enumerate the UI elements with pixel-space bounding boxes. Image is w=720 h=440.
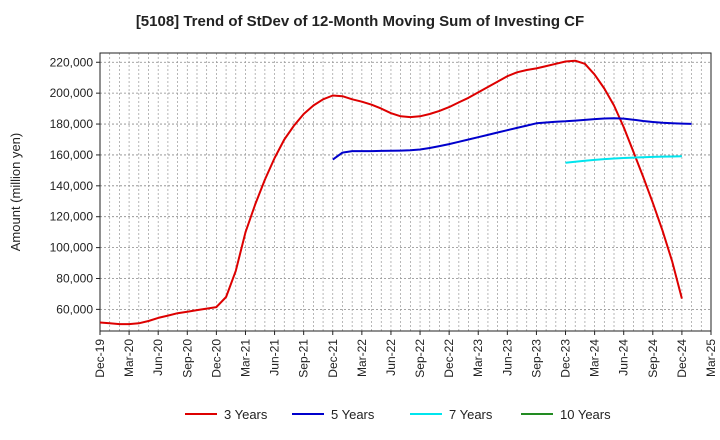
- y-tick-label: 120,000: [50, 210, 94, 224]
- y-tick-label: 160,000: [50, 148, 94, 162]
- x-tick-label: Dec-21: [326, 339, 340, 378]
- x-tick-label: Sep-23: [529, 339, 543, 378]
- y-axis-label: Amount (million yen): [8, 133, 23, 252]
- x-tick-label: Sep-20: [180, 339, 194, 378]
- y-axis: 60,000 80,000 100,000 120,000 140,000 160,000…: [50, 55, 100, 316]
- y-tick-label: 220,000: [50, 55, 94, 69]
- legend-label-3-years: 3 Years: [224, 407, 268, 422]
- x-tick-label: Dec-23: [559, 339, 573, 378]
- y-tick-label: 60,000: [56, 302, 93, 316]
- legend-label-7-years: 7 Years: [449, 407, 493, 422]
- x-tick-label: Dec-22: [442, 339, 456, 378]
- x-axis: Dec-19 Mar-20 Jun-20 Sep-20 Dec-20 Mar-21 Jun-…: [93, 331, 718, 378]
- x-tick-label: Mar-25: [704, 339, 718, 377]
- y-tick-label: 200,000: [50, 86, 94, 100]
- x-tick-label: Mar-23: [471, 339, 485, 377]
- y-tick-label: 80,000: [56, 271, 93, 285]
- x-tick-label: Jun-22: [384, 339, 398, 376]
- y-tick-label: 180,000: [50, 117, 94, 131]
- y-tick-label: 140,000: [50, 179, 94, 193]
- x-tick-label: Jun-24: [617, 339, 631, 376]
- series-line-7-years: [565, 155, 682, 164]
- x-tick-label: Dec-20: [209, 339, 223, 378]
- legend: 3 Years 5 Years 7 Years 10 Years: [185, 407, 611, 422]
- series-line-5-years: [332, 117, 692, 161]
- x-tick-label: Mar-21: [238, 339, 252, 377]
- y-tick-label: 100,000: [50, 241, 94, 255]
- grid: [100, 53, 711, 331]
- legend-label-10-years: 10 Years: [560, 407, 611, 422]
- x-tick-label: Mar-22: [355, 339, 369, 377]
- x-tick-label: Sep-21: [297, 339, 311, 378]
- plot-area: [99, 52, 712, 332]
- x-tick-label: Jun-21: [268, 339, 282, 376]
- x-tick-label: Mar-24: [588, 339, 602, 377]
- series-line-3-years: [99, 59, 683, 326]
- x-tick-label: Jun-23: [500, 339, 514, 376]
- x-tick-label: Dec-24: [675, 339, 689, 378]
- chart-title: [5108] Trend of StDev of 12-Month Moving…: [136, 13, 584, 30]
- legend-label-5-years: 5 Years: [331, 407, 375, 422]
- x-tick-label: Dec-19: [93, 339, 107, 378]
- x-tick-label: Sep-22: [413, 339, 427, 378]
- x-tick-label: Mar-20: [122, 339, 136, 377]
- x-tick-label: Sep-24: [646, 339, 660, 378]
- x-tick-label: Jun-20: [151, 339, 165, 376]
- series-group: [99, 59, 692, 326]
